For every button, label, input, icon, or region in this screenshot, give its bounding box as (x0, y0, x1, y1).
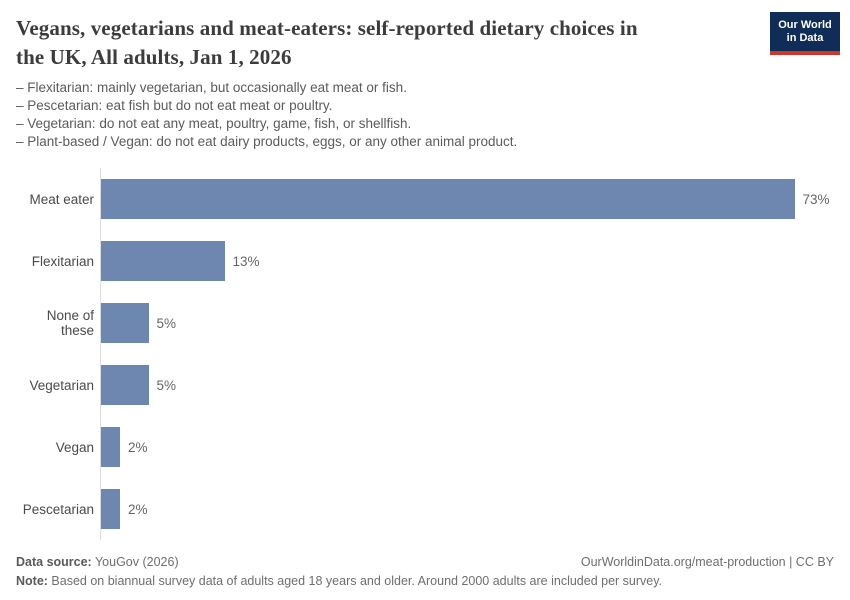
bar-row: Vegetarian 5% (16, 354, 834, 416)
bar-row: Vegan 2% (16, 416, 834, 478)
bar-row: Pescetarian 2% (16, 478, 834, 540)
subtitle-line-vegetarian: – Vegetarian: do not eat any meat, poult… (16, 116, 412, 131)
category-label: Pescetarian (22, 501, 94, 517)
chart-subtitle: – Flexitarian: mainly vegetarian, but oc… (16, 79, 834, 151)
logo-line-1: Our World (778, 19, 832, 31)
value-label: 73% (802, 191, 830, 207)
data-source: Data source: YouGov (2026) (16, 553, 179, 572)
bar-vegan[interactable] (101, 427, 120, 467)
bar-vegetarian[interactable] (101, 365, 149, 405)
data-source-label: Data source: (16, 555, 92, 569)
value-label: 5% (156, 315, 177, 331)
category-label: None of these (46, 308, 94, 338)
category-label: Meat eater (29, 191, 94, 207)
bar-row: Flexitarian 13% (16, 230, 834, 292)
subtitle-line-vegan: – Plant-based / Vegan: do not eat dairy … (16, 134, 518, 149)
category-label: Flexitarian (31, 253, 94, 269)
plot-area: 5% (100, 292, 834, 354)
value-label: 2% (128, 439, 148, 455)
bar-row: None of these 5% (16, 292, 834, 354)
bar-pescetarian[interactable] (101, 489, 120, 529)
data-source-value: YouGov (2026) (91, 555, 179, 569)
bar-meat-eater[interactable] (101, 179, 795, 219)
page-title: Vegans, vegetarians and meat-eaters: sel… (16, 14, 746, 72)
value-label: 5% (156, 377, 177, 393)
plot-area: 2% (100, 416, 834, 478)
logo-line-2: in Data (786, 32, 824, 44)
plot-area: 13% (100, 230, 834, 292)
bar-none-of-these[interactable] (101, 303, 149, 343)
bar-row: Meat eater 73% (16, 168, 834, 230)
note-value: Based on biannual survey data of adults … (47, 574, 663, 588)
title-line-1: Vegans, vegetarians and meat-eaters: sel… (16, 16, 638, 40)
category-label: Vegetarian (29, 377, 94, 393)
note-label: Note: (16, 574, 48, 588)
subtitle-line-pescetarian: – Pescetarian: eat fish but do not eat m… (16, 98, 333, 113)
title-line-2: the UK, All adults, Jan 1, 2026 (16, 45, 292, 69)
value-label: 13% (232, 253, 260, 269)
plot-area: 2% (100, 478, 834, 540)
category-label: Vegan (55, 439, 94, 455)
bar-flexitarian[interactable] (101, 241, 225, 281)
footer-source-row: Data source: YouGov (2026) OurWorldinDat… (16, 553, 834, 572)
footer-note-row: Note: Based on biannual survey data of a… (16, 572, 834, 591)
owid-logo[interactable]: Our World in Data (770, 12, 840, 55)
value-label: 2% (128, 501, 148, 517)
bar-chart: Meat eater 73% Flexitarian 13% None of t… (16, 168, 834, 540)
owid-citation-link[interactable]: OurWorldinData.org/meat-production | CC … (580, 555, 834, 569)
chart-footer: Data source: YouGov (2026) OurWorldinDat… (16, 553, 834, 591)
chart-header: Vegans, vegetarians and meat-eaters: sel… (16, 12, 840, 72)
subtitle-line-flexitarian: – Flexitarian: mainly vegetarian, but oc… (16, 80, 407, 95)
plot-area: 73% (100, 168, 834, 230)
plot-area: 5% (100, 354, 834, 416)
